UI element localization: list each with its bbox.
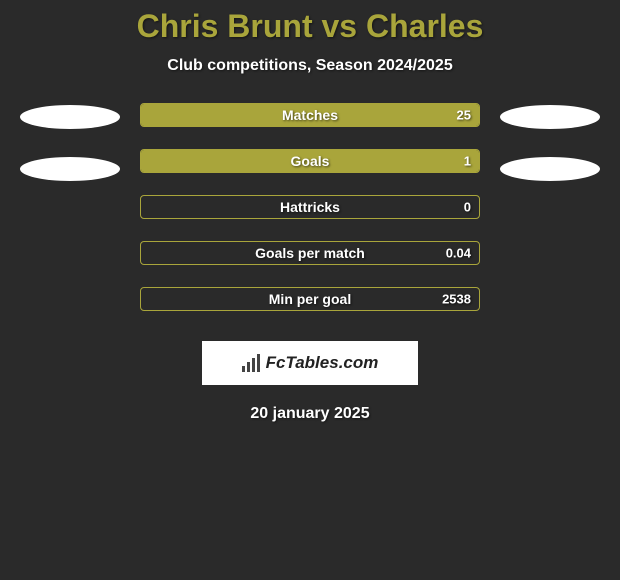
stat-bar: Hattricks 0 — [140, 195, 480, 219]
stat-bars: Matches 25 Goals 1 Hattricks 0 Goals per… — [140, 103, 480, 311]
stat-bar: Goals per match 0.04 — [140, 241, 480, 265]
stat-bar: Matches 25 — [140, 103, 480, 127]
logo-text: FcTables.com — [266, 353, 379, 373]
stat-bar: Goals 1 — [140, 149, 480, 173]
stats-infographic: Chris Brunt vs Charles Club competitions… — [0, 0, 620, 423]
bar-value: 1 — [464, 154, 471, 169]
left-ellipses — [20, 103, 120, 181]
stat-bar: Min per goal 2538 — [140, 287, 480, 311]
player2-name: Charles — [366, 8, 483, 44]
player1-name: Chris Brunt — [137, 8, 313, 44]
ellipse-icon — [500, 105, 600, 129]
vs-text: vs — [313, 8, 366, 44]
ellipse-icon — [500, 157, 600, 181]
bar-value: 0.04 — [446, 246, 471, 261]
bar-label: Goals — [141, 153, 479, 169]
ellipse-icon — [20, 105, 120, 129]
bar-label: Goals per match — [141, 245, 479, 261]
bar-label: Matches — [141, 107, 479, 123]
fctables-logo: FcTables.com — [202, 341, 418, 385]
ellipse-icon — [20, 157, 120, 181]
bar-value: 2538 — [442, 292, 471, 307]
stats-area: Matches 25 Goals 1 Hattricks 0 Goals per… — [0, 103, 620, 311]
comparison-title: Chris Brunt vs Charles — [0, 8, 620, 45]
bar-value: 25 — [457, 108, 471, 123]
bar-value: 0 — [464, 200, 471, 215]
bar-label: Hattricks — [141, 199, 479, 215]
subtitle: Club competitions, Season 2024/2025 — [0, 57, 620, 75]
bar-label: Min per goal — [141, 291, 479, 307]
right-ellipses — [500, 103, 600, 181]
date-text: 20 january 2025 — [0, 405, 620, 423]
chart-icon — [242, 354, 260, 372]
